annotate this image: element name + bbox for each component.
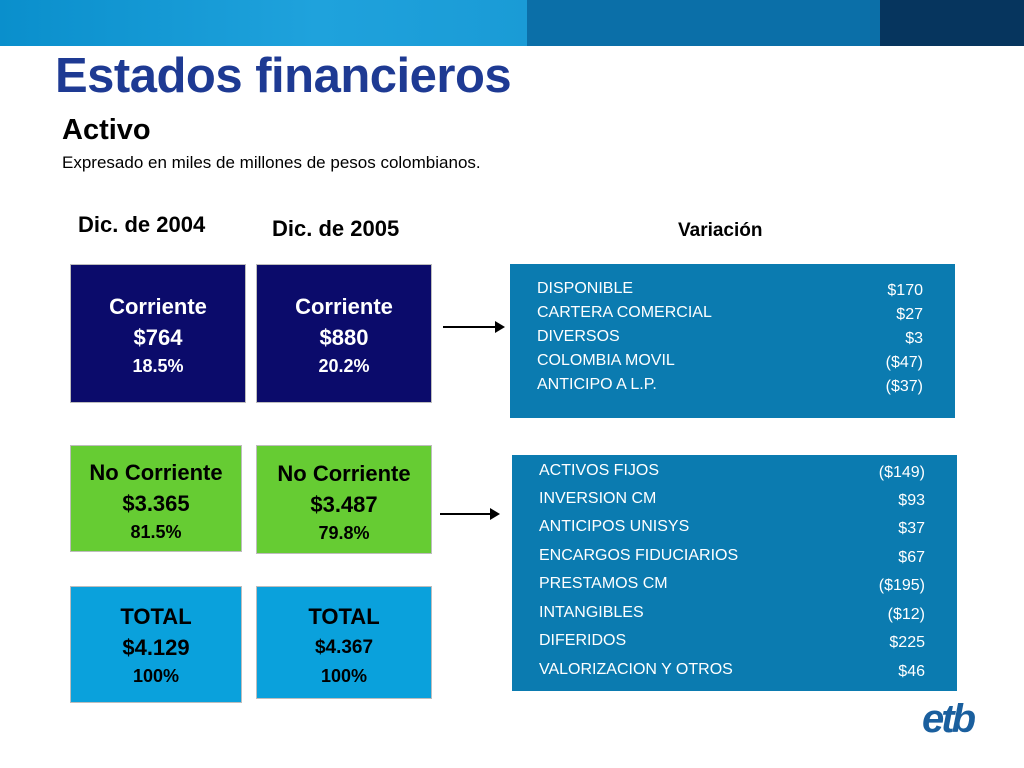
- variacion-item-name: ANTICIPOS UNISYS: [539, 518, 690, 535]
- page-title: Estados financieros: [55, 49, 512, 103]
- column-header-2004: Dic. de 2004: [78, 212, 206, 237]
- variacion-row: ANTICIPO A L.P. ($37): [510, 376, 955, 400]
- box-label: Corriente: [295, 294, 393, 319]
- box-percent: 81.5%: [130, 522, 182, 542]
- variacion-row: DISPONIBLE $170: [510, 280, 955, 304]
- variacion-item-value: ($149): [878, 464, 925, 481]
- variacion-item-name: VALORIZACION Y OTROS: [539, 661, 733, 678]
- banner-segment-light: [0, 0, 527, 46]
- variacion-row: VALORIZACION Y OTROS $46: [512, 661, 957, 685]
- column-header-2005: Dic. de 2005: [272, 216, 400, 241]
- units-note: Expresado en miles de millones de pesos …: [62, 153, 481, 172]
- box-label: TOTAL: [120, 604, 192, 629]
- total-2005-box: TOTAL $4.367 100%: [256, 586, 432, 699]
- no-corriente-2004-box: No Corriente $3.365 81.5%: [70, 445, 242, 552]
- variacion-item-value: $37: [898, 520, 925, 537]
- variacion-item-name: ANTICIPO A L.P.: [537, 376, 657, 393]
- etb-logo-icon: etb: [922, 697, 979, 740]
- variacion-item-name: COLOMBIA MOVIL: [537, 352, 675, 369]
- variacion-no-corriente-panel: ACTIVOS FIJOS ($149) INVERSION CM $93 AN…: [512, 455, 957, 691]
- variacion-row: DIFERIDOS $225: [512, 632, 957, 656]
- box-percent: 100%: [320, 666, 368, 686]
- variacion-row: ENCARGOS FIDUCIARIOS $67: [512, 547, 957, 571]
- arrow-right-icon: [443, 321, 505, 333]
- column-header-variacion: Variación: [678, 220, 763, 241]
- box-percent: 79.8%: [318, 523, 370, 543]
- variacion-item-value: $67: [898, 549, 925, 566]
- box-label: TOTAL: [308, 604, 380, 629]
- variacion-row: ANTICIPOS UNISYS $37: [512, 518, 957, 542]
- variacion-row: COLOMBIA MOVIL ($47): [510, 352, 955, 376]
- variacion-item-name: ENCARGOS FIDUCIARIOS: [539, 547, 739, 564]
- variacion-row: ACTIVOS FIJOS ($149): [512, 462, 957, 486]
- total-2004-box: TOTAL $4.129 100%: [70, 586, 242, 703]
- variacion-item-value: $27: [896, 306, 923, 323]
- variacion-row: CARTERA COMERCIAL $27: [510, 304, 955, 328]
- banner-segment-dark: [880, 0, 1024, 46]
- variacion-item-value: $170: [887, 282, 923, 299]
- svg-text:etb: etb: [922, 697, 976, 740]
- variacion-item-name: DIFERIDOS: [539, 632, 627, 649]
- box-value: $764: [133, 325, 183, 350]
- no-corriente-2005-box: No Corriente $3.487 79.8%: [256, 445, 432, 554]
- box-label: Corriente: [109, 294, 207, 319]
- variacion-item-value: ($37): [885, 378, 923, 395]
- variacion-item-name: DISPONIBLE: [537, 280, 634, 297]
- banner-segment-mid: [527, 0, 880, 46]
- box-percent: 20.2%: [318, 356, 370, 376]
- variacion-row: PRESTAMOS CM ($195): [512, 575, 957, 599]
- variacion-item-name: INTANGIBLES: [539, 604, 644, 621]
- arrow-right-icon: [440, 508, 500, 520]
- variacion-corriente-panel: DISPONIBLE $170 CARTERA COMERCIAL $27 DI…: [510, 264, 955, 418]
- top-banner: [0, 0, 1024, 46]
- box-percent: 18.5%: [132, 356, 184, 376]
- variacion-row: INVERSION CM $93: [512, 490, 957, 514]
- variacion-row: INTANGIBLES ($12): [512, 604, 957, 628]
- box-value: $4.367: [314, 637, 374, 658]
- box-value: $3.487: [310, 492, 378, 517]
- variacion-item-value: $46: [898, 663, 925, 680]
- variacion-item-name: DIVERSOS: [537, 328, 620, 345]
- variacion-row: DIVERSOS $3: [510, 328, 955, 352]
- variacion-item-value: ($195): [878, 577, 925, 594]
- box-value: $880: [319, 325, 369, 350]
- corriente-2004-box: Corriente $764 18.5%: [70, 264, 246, 403]
- box-value: $4.129: [122, 635, 190, 660]
- box-label: No Corriente: [89, 460, 223, 485]
- variacion-item-name: CARTERA COMERCIAL: [537, 304, 712, 321]
- section-subtitle: Activo: [62, 114, 151, 146]
- variacion-item-value: $225: [889, 634, 925, 651]
- variacion-item-name: ACTIVOS FIJOS: [539, 462, 660, 479]
- variacion-item-name: INVERSION CM: [539, 490, 657, 507]
- box-percent: 100%: [132, 666, 180, 686]
- box-value: $3.365: [122, 491, 190, 516]
- variacion-item-value: ($47): [885, 354, 923, 371]
- corriente-2005-box: Corriente $880 20.2%: [256, 264, 432, 403]
- variacion-item-value: ($12): [887, 606, 925, 623]
- variacion-item-name: PRESTAMOS CM: [539, 575, 668, 592]
- variacion-item-value: $93: [898, 492, 925, 509]
- box-label: No Corriente: [277, 461, 411, 486]
- variacion-item-value: $3: [905, 330, 923, 347]
